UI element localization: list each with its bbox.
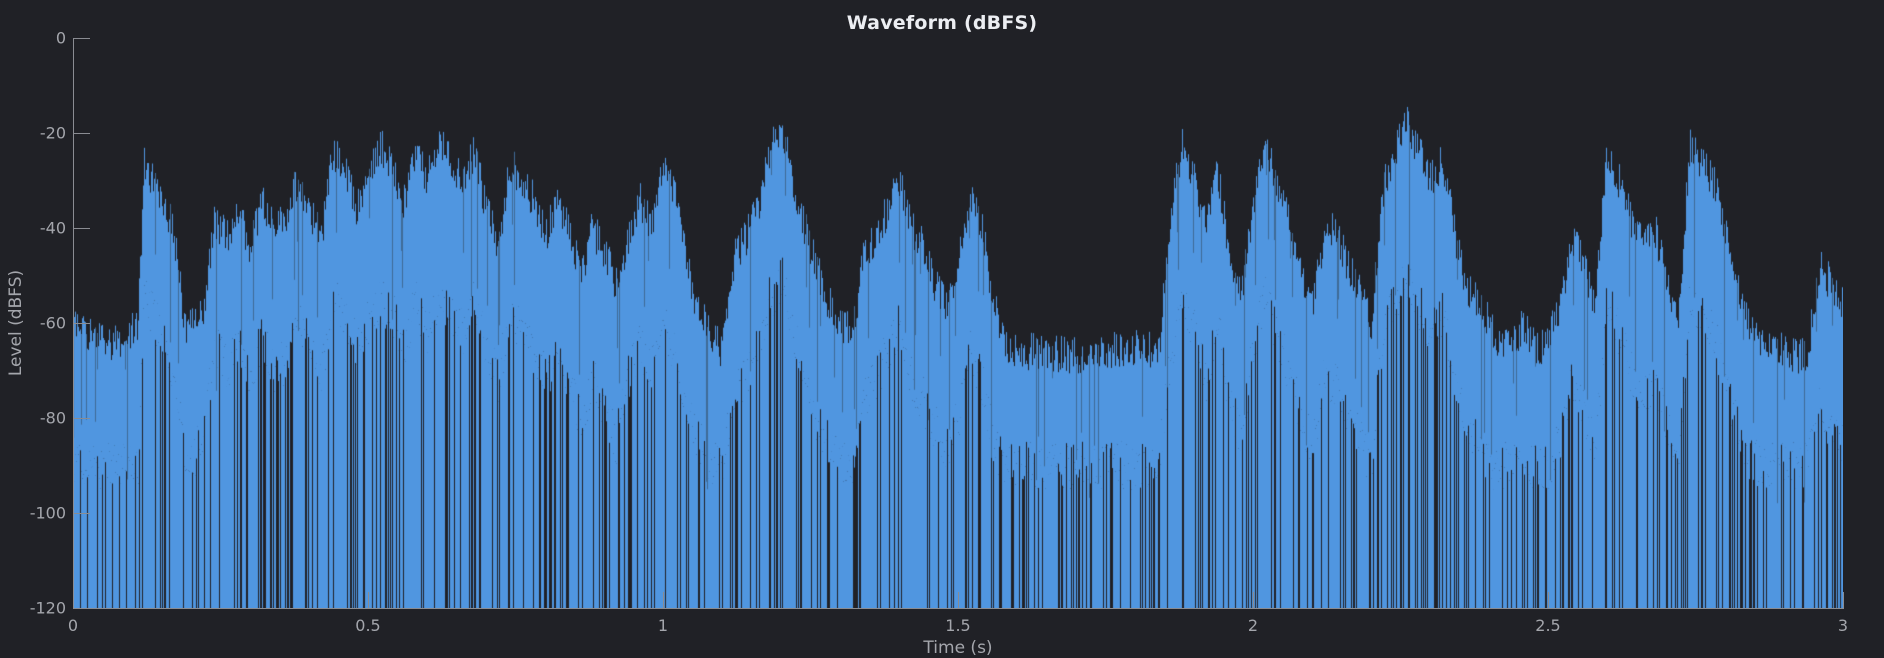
chart-title: Waveform (dBFS) bbox=[846, 12, 1038, 34]
x-tick-label: 1 bbox=[657, 616, 669, 635]
x-tick-mark bbox=[368, 592, 369, 608]
waveform-canvas bbox=[73, 38, 1843, 608]
y-tick-label: -100 bbox=[29, 503, 66, 523]
x-tick-mark bbox=[73, 592, 74, 608]
x-tick-mark bbox=[1253, 592, 1254, 608]
y-tick-mark bbox=[73, 228, 90, 229]
y-tick-mark bbox=[73, 38, 90, 39]
y-tick-label: 0 bbox=[55, 28, 66, 48]
x-tick-label: 2.5 bbox=[1535, 616, 1561, 635]
y-tick-mark bbox=[73, 608, 90, 609]
y-tick-label: -20 bbox=[39, 123, 66, 143]
y-tick-label: -80 bbox=[39, 408, 66, 428]
x-tick-label: 1.5 bbox=[945, 616, 971, 635]
x-tick-label: 0 bbox=[67, 616, 79, 635]
x-tick-mark bbox=[958, 592, 959, 608]
y-tick-mark bbox=[73, 418, 90, 419]
x-axis-label: Time (s) bbox=[923, 638, 993, 658]
y-tick-mark bbox=[73, 513, 90, 514]
y-tick-label: -60 bbox=[39, 313, 66, 333]
y-axis-label: Level (dBFS) bbox=[6, 269, 26, 377]
plot-area bbox=[73, 38, 1843, 608]
x-tick-label: 3 bbox=[1837, 616, 1849, 635]
x-tick-mark bbox=[1843, 592, 1844, 608]
y-tick-label: -120 bbox=[29, 598, 66, 618]
x-tick-label: 2 bbox=[1247, 616, 1259, 635]
y-tick-mark bbox=[73, 323, 90, 324]
y-tick-mark bbox=[73, 133, 90, 134]
x-tick-mark bbox=[1548, 592, 1549, 608]
x-tick-label: 0.5 bbox=[355, 616, 381, 635]
y-tick-label: -40 bbox=[39, 218, 66, 238]
x-tick-mark bbox=[663, 592, 664, 608]
x-axis-line bbox=[73, 608, 1844, 609]
